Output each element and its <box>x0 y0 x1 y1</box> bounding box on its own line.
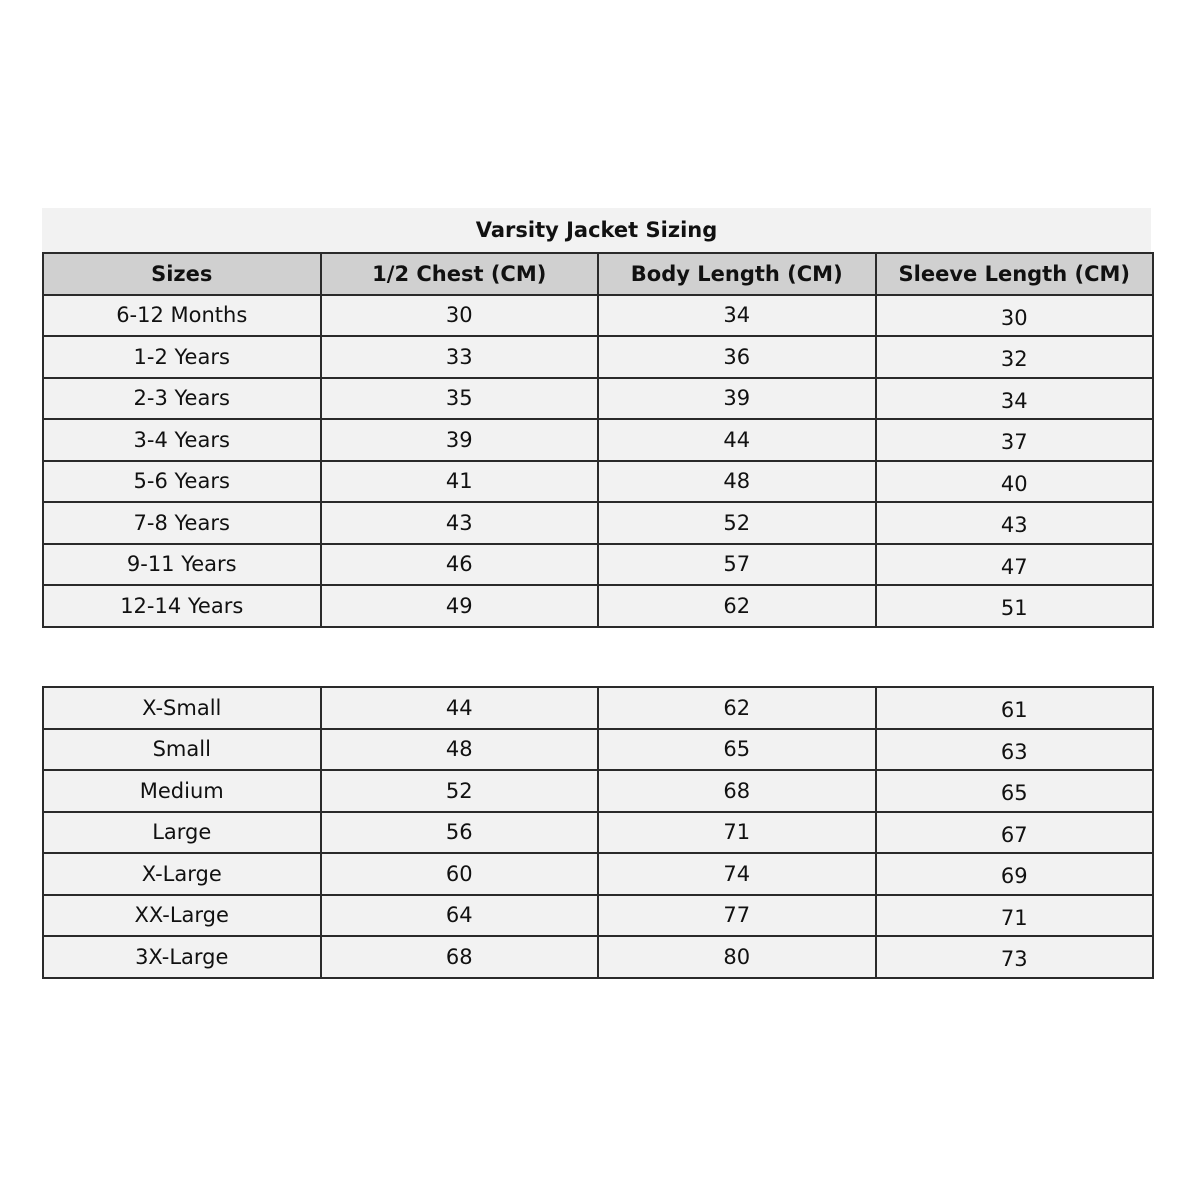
table-row: 3X-Large 68 80 73 <box>42 935 1154 979</box>
body-length-cell: 52 <box>597 501 877 545</box>
chest-cell: 30 <box>319 293 599 337</box>
adult-size-table: X-Small 44 62 61 Small 48 65 63 Medium 52 68 65 Larg… <box>42 686 1154 979</box>
chest-cell: 39 <box>319 418 599 462</box>
chest-cell: 49 <box>319 584 599 628</box>
size-cell: XX-Large <box>42 893 322 937</box>
chest-cell: 44 <box>319 686 599 730</box>
sleeve-length-cell: 69 <box>874 852 1154 896</box>
header-row: Sizes 1/2 Chest (CM) Body Length (CM) Sl… <box>42 252 1154 296</box>
sleeve-length-cell: 63 <box>874 727 1154 771</box>
chest-cell: 52 <box>319 769 599 813</box>
body-length-cell: 36 <box>597 335 877 379</box>
body-length-cell: 77 <box>597 893 877 937</box>
kids-size-table: Sizes 1/2 Chest (CM) Body Length (CM) Sl… <box>42 252 1154 628</box>
size-cell: 12-14 Years <box>42 584 322 628</box>
sleeve-length-cell: 43 <box>874 501 1154 545</box>
sleeve-length-cell: 40 <box>874 459 1154 503</box>
size-cell: 2-3 Years <box>42 376 322 420</box>
chest-cell: 46 <box>319 542 599 586</box>
size-cell: Medium <box>42 769 322 813</box>
chest-cell: 56 <box>319 810 599 854</box>
body-length-cell: 57 <box>597 542 877 586</box>
table-row: Large 56 71 67 <box>42 810 1154 854</box>
body-length-cell: 44 <box>597 418 877 462</box>
size-cell: X-Large <box>42 852 322 896</box>
body-length-cell: 48 <box>597 459 877 503</box>
size-cell: Small <box>42 727 322 771</box>
table-row: 2-3 Years 35 39 34 <box>42 376 1154 420</box>
table-row: XX-Large 64 77 71 <box>42 893 1154 937</box>
table-row: 5-6 Years 41 48 40 <box>42 459 1154 503</box>
size-cell: 3X-Large <box>42 935 322 979</box>
table-row: 6-12 Months 30 34 30 <box>42 293 1154 337</box>
sleeve-length-cell: 30 <box>874 293 1154 337</box>
body-length-cell: 74 <box>597 852 877 896</box>
body-length-cell: 68 <box>597 769 877 813</box>
size-cell: 3-4 Years <box>42 418 322 462</box>
table-row: 7-8 Years 43 52 43 <box>42 501 1154 545</box>
body-length-cell: 39 <box>597 376 877 420</box>
body-length-cell: 34 <box>597 293 877 337</box>
chest-cell: 35 <box>319 376 599 420</box>
chest-cell: 68 <box>319 935 599 979</box>
size-cell: 9-11 Years <box>42 542 322 586</box>
sleeve-length-cell: 32 <box>874 335 1154 379</box>
table-row: X-Small 44 62 61 <box>42 686 1154 730</box>
body-length-cell: 65 <box>597 727 877 771</box>
sleeve-length-cell: 61 <box>874 686 1154 730</box>
size-cell: 5-6 Years <box>42 459 322 503</box>
size-cell: Large <box>42 810 322 854</box>
size-cell: 1-2 Years <box>42 335 322 379</box>
header-sizes: Sizes <box>42 252 322 296</box>
table-title: Varsity Jacket Sizing <box>475 218 718 242</box>
size-cell: 7-8 Years <box>42 501 322 545</box>
body-length-cell: 62 <box>597 686 877 730</box>
sleeve-length-cell: 37 <box>874 418 1154 462</box>
header-sleeve-length: Sleeve Length (CM) <box>874 252 1154 296</box>
table-row: 1-2 Years 33 36 32 <box>42 335 1154 379</box>
sleeve-length-cell: 34 <box>874 376 1154 420</box>
size-cell: X-Small <box>42 686 322 730</box>
chest-cell: 33 <box>319 335 599 379</box>
chest-cell: 43 <box>319 501 599 545</box>
sleeve-length-cell: 67 <box>874 810 1154 854</box>
table-row: Medium 52 68 65 <box>42 769 1154 813</box>
title-band: Varsity Jacket Sizing <box>42 208 1151 252</box>
table-row: 9-11 Years 46 57 47 <box>42 542 1154 586</box>
sleeve-length-cell: 47 <box>874 542 1154 586</box>
header-chest: 1/2 Chest (CM) <box>319 252 599 296</box>
table-row: 3-4 Years 39 44 37 <box>42 418 1154 462</box>
chest-cell: 64 <box>319 893 599 937</box>
chest-cell: 48 <box>319 727 599 771</box>
sleeve-length-cell: 65 <box>874 769 1154 813</box>
chest-cell: 41 <box>319 459 599 503</box>
table-row: Small 48 65 63 <box>42 727 1154 771</box>
chest-cell: 60 <box>319 852 599 896</box>
sleeve-length-cell: 71 <box>874 893 1154 937</box>
body-length-cell: 71 <box>597 810 877 854</box>
sleeve-length-cell: 51 <box>874 584 1154 628</box>
body-length-cell: 62 <box>597 584 877 628</box>
sleeve-length-cell: 73 <box>874 935 1154 979</box>
table-row: X-Large 60 74 69 <box>42 852 1154 896</box>
table-row: 12-14 Years 49 62 51 <box>42 584 1154 628</box>
header-body-length: Body Length (CM) <box>597 252 877 296</box>
size-cell: 6-12 Months <box>42 293 322 337</box>
body-length-cell: 80 <box>597 935 877 979</box>
